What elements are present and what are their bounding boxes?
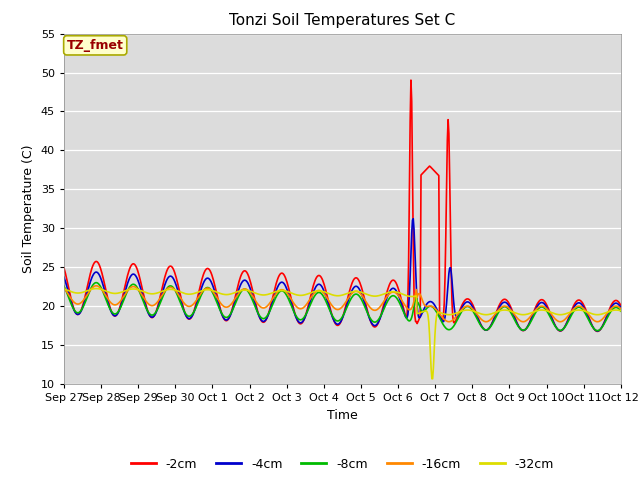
X-axis label: Time: Time	[327, 408, 358, 421]
Legend: -2cm, -4cm, -8cm, -16cm, -32cm: -2cm, -4cm, -8cm, -16cm, -32cm	[125, 453, 559, 476]
Y-axis label: Soil Temperature (C): Soil Temperature (C)	[22, 144, 35, 273]
Text: TZ_fmet: TZ_fmet	[67, 39, 124, 52]
Title: Tonzi Soil Temperatures Set C: Tonzi Soil Temperatures Set C	[229, 13, 456, 28]
